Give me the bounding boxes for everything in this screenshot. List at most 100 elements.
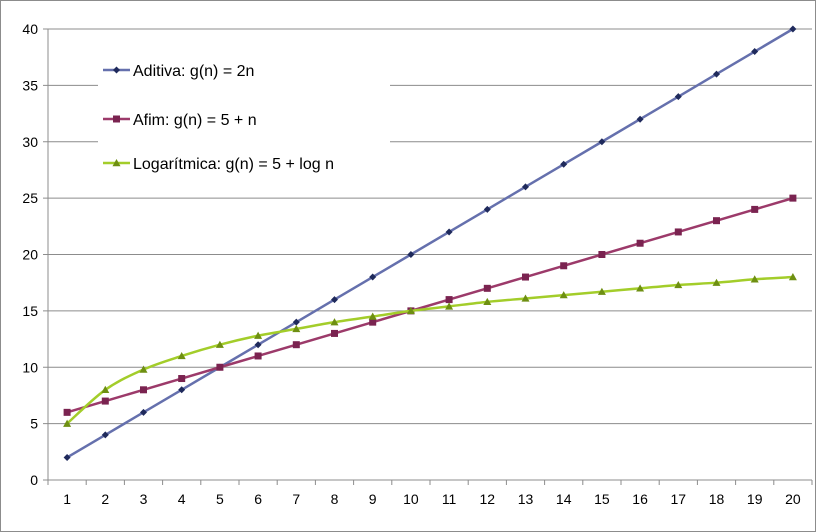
marker-square [598,251,606,258]
series-1 [63,25,797,461]
marker-square [292,341,300,349]
marker-triangle [674,280,683,289]
marker-diamond [674,93,682,101]
x-tick-label: 4 [178,491,186,507]
marker-square [560,262,568,270]
marker-square [216,363,224,371]
x-tick-label: 9 [369,491,377,507]
marker-square [369,318,377,326]
marker-triangle [521,294,530,302]
marker-triangle [483,297,492,306]
marker-triangle [330,318,339,326]
x-tick-label: 11 [442,491,457,507]
marker-square [178,375,186,383]
y-tick-label: 10 [22,359,38,375]
legend-label: Aditiva: g(n) = 2n [133,63,254,80]
legend-label: Afim: g(n) = 5 + n [133,112,257,129]
marker-square [113,115,120,123]
marker-triangle [750,275,759,283]
x-tick-label: 2 [101,491,109,507]
marker-diamond [101,431,109,439]
marker-square [63,408,71,416]
marker-square [140,386,147,394]
y-tick-label: 20 [22,247,38,263]
y-tick-label: 25 [22,190,38,206]
marker-diamond [483,205,491,213]
marker-square [522,273,529,281]
series-line [66,196,794,414]
marker-triangle [636,284,645,292]
marker-triangle [368,312,377,320]
x-tick-label: 7 [292,491,300,507]
x-tick-label: 12 [480,491,496,507]
marker-diamond [178,386,186,394]
marker-diamond [254,341,262,349]
x-tick-label: 3 [140,491,148,507]
x-tick-label: 15 [594,491,610,507]
marker-diamond [113,66,120,74]
marker-diamond [445,228,453,236]
marker-square [101,397,109,405]
y-tick-label: 15 [22,303,38,319]
y-tick-label: 0 [30,472,38,488]
x-tick-label: 20 [785,491,801,507]
marker-diamond [331,296,338,304]
marker-square [674,228,682,236]
marker-triangle [788,273,797,281]
legend-item-3: Logarítmica: g(n) = 5 + log n [103,156,334,173]
marker-diamond [292,318,300,326]
x-tick-label: 6 [254,491,262,507]
series-layer [63,25,797,461]
marker-diamond [636,115,644,123]
marker-triangle [597,287,606,295]
x-tick-label: 16 [632,491,648,507]
y-tick-label: 40 [22,21,38,37]
marker-diamond [63,453,71,461]
marker-square [331,329,338,337]
marker-diamond [713,70,720,78]
marker-diamond [140,408,147,416]
marker-triangle [712,278,721,286]
legend-item-1: Aditiva: g(n) = 2n [103,63,254,80]
x-tick-label: 19 [747,491,763,507]
x-tick-label: 1 [63,491,71,507]
gridlines [48,28,812,425]
legend-label: Logarítmica: g(n) = 5 + log n [133,156,334,173]
marker-square [483,284,491,292]
marker-triangle [406,306,415,315]
marker-triangle [215,340,224,348]
marker-square [636,239,644,247]
marker-diamond [369,273,377,281]
marker-diamond [560,160,568,168]
marker-square [751,205,759,213]
x-tick-label: 18 [709,491,725,507]
series-line [66,27,794,459]
x-tick-label: 8 [331,491,339,507]
marker-triangle [112,159,121,167]
series-line [66,275,793,425]
legend-box [98,50,390,180]
marker-triangle [292,324,301,333]
marker-triangle [254,331,263,339]
legend-item-2: Afim: g(n) = 5 + n [103,112,257,129]
marker-triangle [63,419,72,427]
marker-square [713,217,720,225]
x-tick-label: 14 [556,491,572,507]
x-tick-label: 13 [518,491,534,507]
marker-square [789,194,797,202]
marker-diamond [598,138,606,146]
marker-diamond [407,251,415,258]
y-tick-label: 30 [22,134,38,150]
y-tick-label: 5 [30,416,38,432]
marker-square [254,352,262,360]
legend: Aditiva: g(n) = 2n Afim: g(n) = 5 + n Loga… [98,50,390,180]
marker-square [445,296,453,304]
marker-triangle [139,365,148,373]
marker-triangle [101,385,110,393]
x-tick-label: 10 [403,491,419,507]
marker-triangle [445,302,454,310]
series-2 [63,194,797,416]
x-tick-label: 5 [216,491,224,507]
